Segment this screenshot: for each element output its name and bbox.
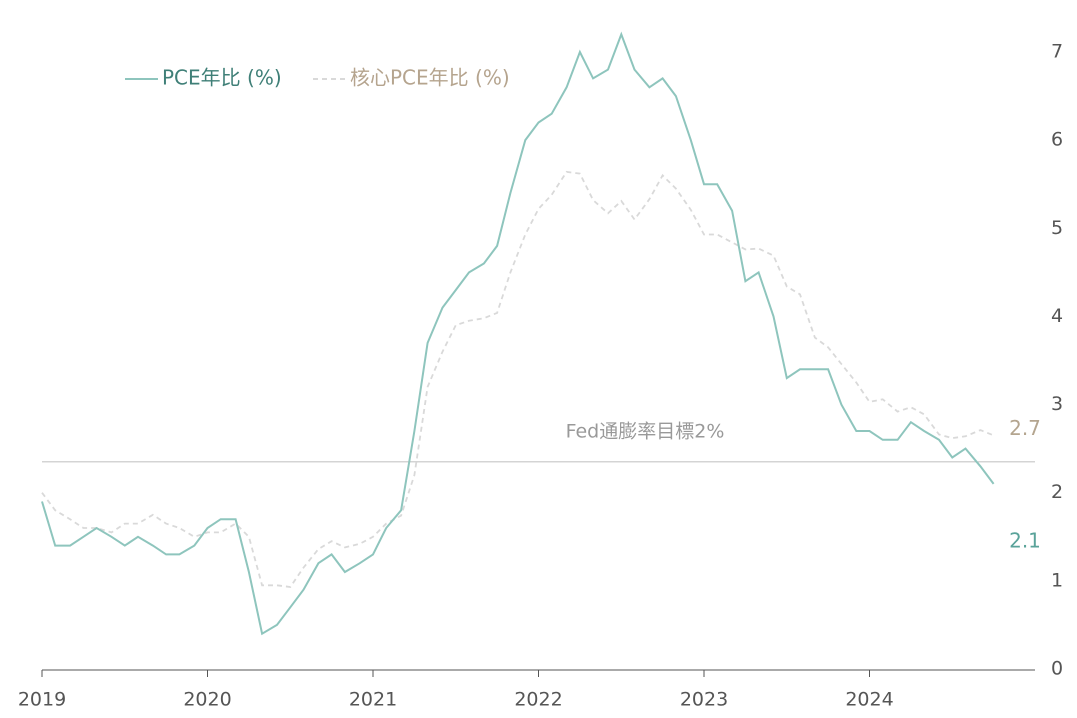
series-line xyxy=(41,31,995,636)
end-label: 2.7 xyxy=(1009,416,1041,440)
y-tick-label: 3 xyxy=(1051,393,1063,415)
x-tick-label: 2024 xyxy=(845,689,893,711)
y-tick-label: 4 xyxy=(1051,305,1063,327)
series-line xyxy=(41,170,994,588)
y-tick-label: 6 xyxy=(1051,129,1063,151)
end-label: 2.1 xyxy=(1009,528,1041,552)
x-tick-label: 2020 xyxy=(183,689,231,711)
legend-label: 核心PCE年比 (%) xyxy=(350,66,510,90)
annotation: Fed通膨率目標2% xyxy=(566,421,725,443)
y-tick-label: 1 xyxy=(1051,569,1063,591)
y-tick-label: 0 xyxy=(1051,658,1063,680)
x-tick-label: 2023 xyxy=(680,689,728,711)
x-tick-label: 2021 xyxy=(349,689,397,711)
y-tick-label: 5 xyxy=(1051,217,1063,239)
y-tick-label: 2 xyxy=(1051,481,1063,503)
x-tick-label: 2022 xyxy=(514,689,562,711)
y-tick-label: 7 xyxy=(1051,41,1063,63)
x-tick-label: 2019 xyxy=(18,689,66,711)
legend-label: PCE年比 (%) xyxy=(162,66,282,90)
